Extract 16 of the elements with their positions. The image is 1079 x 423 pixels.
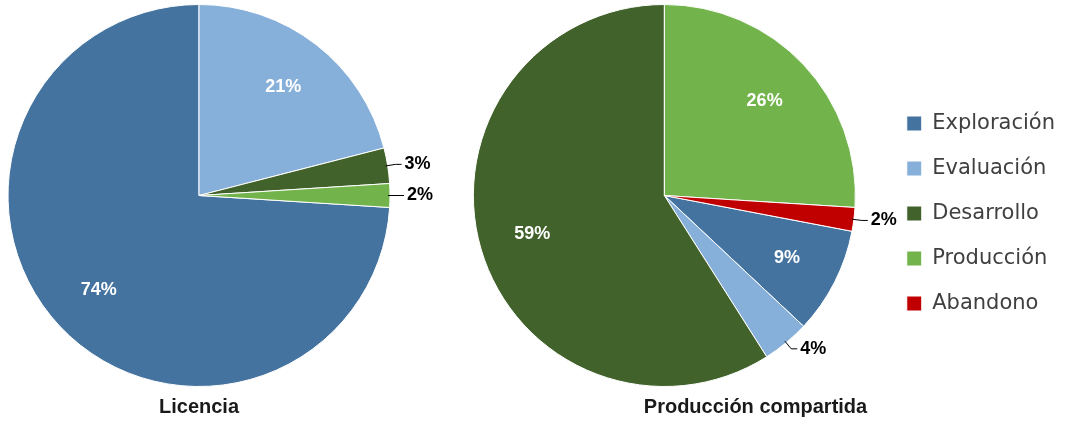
data-label: 21% <box>265 75 302 96</box>
data-label: 2% <box>870 209 897 230</box>
legend-label: Abandono <box>932 289 1039 314</box>
data-label: 74% <box>80 278 117 299</box>
data-label: 4% <box>800 337 827 358</box>
data-label: 9% <box>773 246 800 267</box>
legend-label: Evaluación <box>932 154 1047 179</box>
legend-label: Exploración <box>932 109 1055 134</box>
legend-label: Producción <box>932 244 1048 269</box>
text: Producción compartida <box>643 394 869 417</box>
data-label: 3% <box>404 153 431 174</box>
data-label: 59% <box>514 222 551 243</box>
legend-label: Desarrollo <box>932 199 1039 224</box>
data-label: 2% <box>407 184 434 205</box>
data-label: 26% <box>746 90 783 111</box>
text: Licencia <box>158 394 240 417</box>
